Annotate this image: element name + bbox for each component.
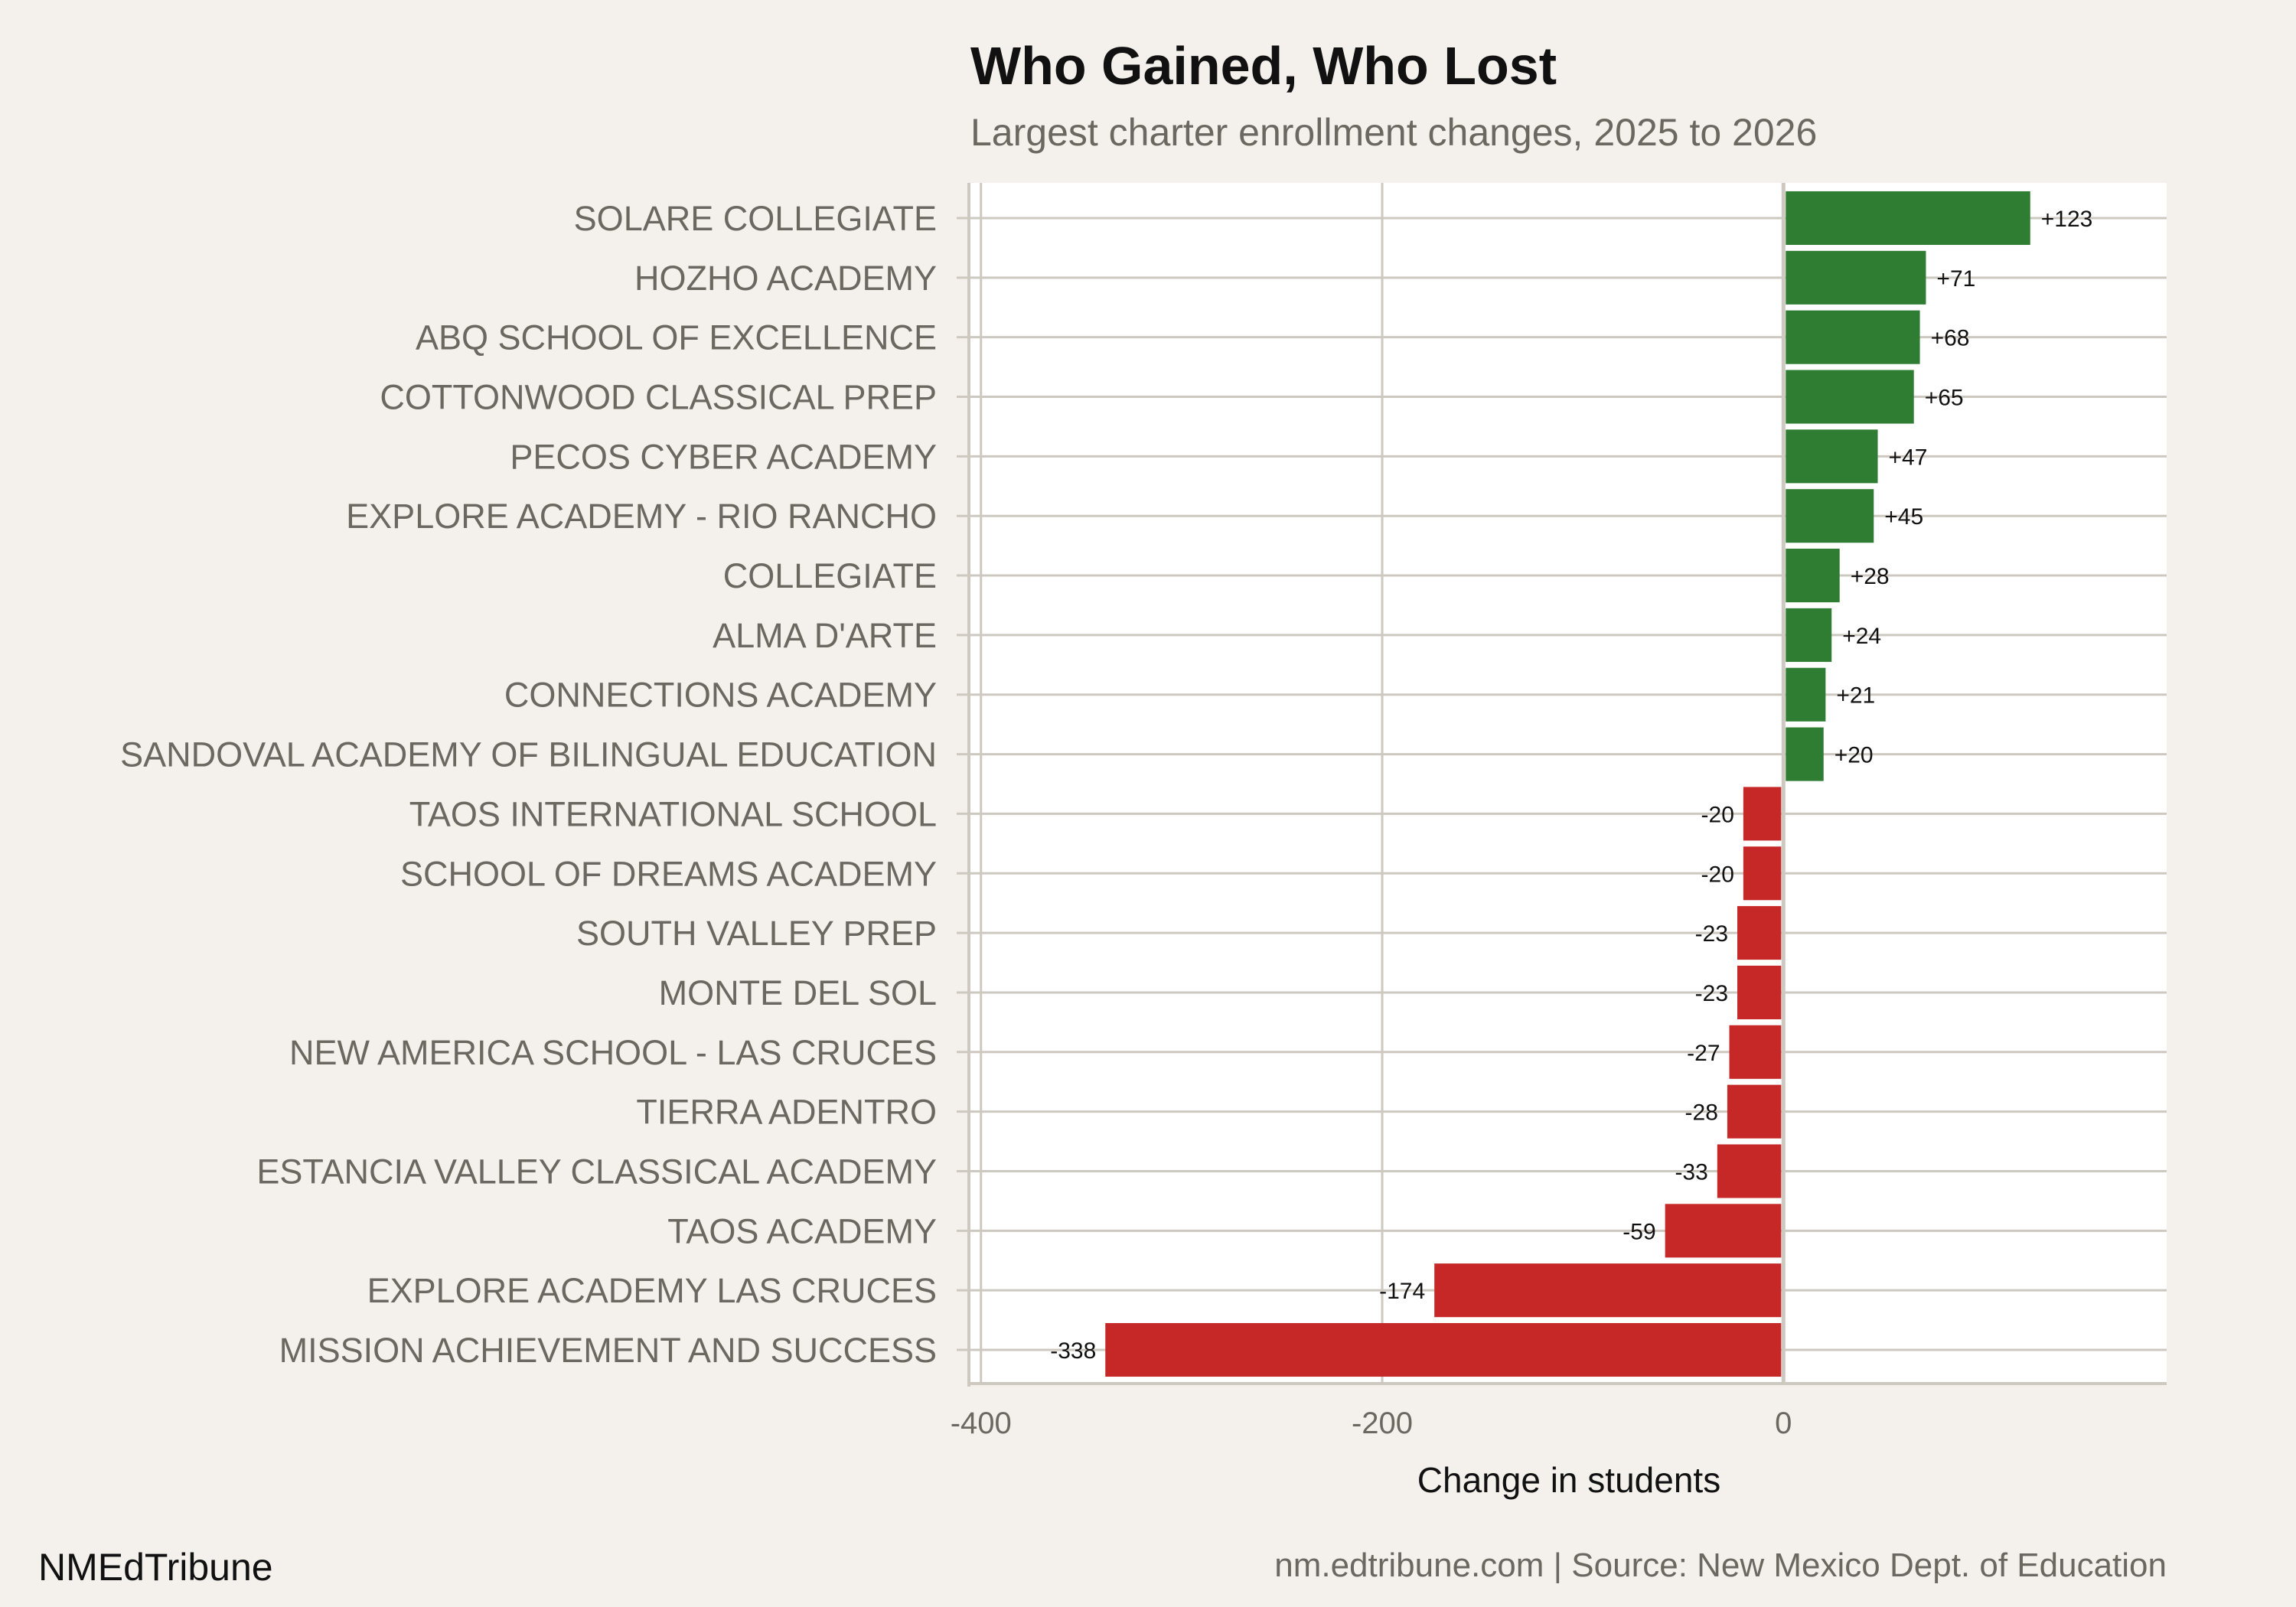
bar [1786,727,1824,781]
chart-subtitle: Largest charter enrollment changes, 2025… [970,111,1817,154]
category-label: ESTANCIA VALLEY CLASSICAL ACADEMY [256,1152,937,1191]
plot-panel [969,183,2167,1384]
chart-title: Who Gained, Who Lost [970,36,1557,96]
category-label: COLLEGIATE [723,556,937,595]
bar [1665,1204,1782,1258]
x-axis-label: Change in students [1417,1460,1720,1500]
bar [1434,1263,1782,1318]
category-label: EXPLORE ACADEMY - RIO RANCHO [346,497,937,536]
x-tick-labels: -400 -200 0 [951,1407,1792,1440]
category-label: EXPLORE ACADEMY LAS CRUCES [367,1271,937,1310]
category-label: PECOS CYBER ACADEMY [510,437,937,476]
bar-value-label: +65 [1925,386,1964,411]
bar-value-label: +123 [2041,207,2093,232]
bar-value-label: +45 [1884,504,1923,530]
bar [1786,549,1840,603]
category-label: SANDOVAL ACADEMY OF BILINGUAL EDUCATION [120,735,937,774]
bar [1786,489,1874,543]
x-tick-label: 0 [1775,1407,1792,1440]
bar [1786,667,1826,722]
category-label: SOUTH VALLEY PREP [576,914,937,953]
bar-value-label: +21 [1836,683,1875,709]
bar-value-label: -28 [1685,1100,1718,1126]
bar-value-label: -27 [1687,1041,1720,1066]
bar [1717,1144,1782,1198]
bar [1729,1025,1782,1079]
bars: +123 +71 +68 +65 +47 +45 +28 +24 +21 +20 -20 -20 -23… [1050,191,2092,1377]
bar-value-label: -20 [1701,802,1734,827]
category-label: ABQ SCHOOL OF EXCELLENCE [416,318,937,357]
bar-value-label: +24 [1842,624,1881,649]
category-label: MISSION ACHIEVEMENT AND SUCCESS [279,1331,937,1370]
category-labels: SOLARE COLLEGIATE HOZHO ACADEMY ABQ SCHOOL… [120,199,937,1370]
brand-logo-text: NMEdTribune [38,1546,273,1589]
bar [1786,250,1926,305]
category-label: COTTONWOOD CLASSICAL PREP [380,378,937,417]
bar-value-label: -20 [1701,862,1734,887]
bar-value-label: +71 [1936,266,1975,292]
bar-value-label: -59 [1623,1219,1655,1244]
bar [1743,846,1782,901]
bar-value-label: -23 [1695,921,1728,947]
x-tick-label: -400 [951,1407,1012,1440]
bar-value-label: +28 [1851,564,1890,589]
bar [1737,906,1782,960]
category-label: MONTE DEL SOL [659,973,937,1012]
source-note: nm.edtribune.com | Source: New Mexico De… [1274,1547,2167,1584]
bar [1727,1084,1782,1139]
bar [1786,608,1832,662]
category-label: TAOS INTERNATIONAL SCHOOL [409,794,937,833]
bar-value-label: -33 [1675,1159,1707,1185]
category-label: HOZHO ACADEMY [634,259,937,298]
bar-value-label: -174 [1379,1279,1425,1304]
bar [1743,787,1782,841]
x-tick-label: -200 [1352,1407,1413,1440]
bar [1786,191,2030,246]
bar [1786,429,1878,484]
bar-value-label: +47 [1889,445,1928,470]
bar [1786,370,1914,424]
category-label: ALMA D'ARTE [713,616,937,655]
bar [1737,965,1782,1019]
bar [1105,1322,1782,1377]
bar-value-label: -338 [1050,1338,1096,1364]
bar-value-label: +68 [1931,326,1970,351]
bar-value-label: -23 [1695,981,1728,1006]
category-label: CONNECTIONS ACADEMY [504,676,937,715]
category-label: SCHOOL OF DREAMS ACADEMY [400,854,937,893]
bar-value-label: +20 [1835,743,1874,768]
category-label: TAOS ACADEMY [667,1211,937,1250]
category-label: TIERRA ADENTRO [636,1093,937,1132]
category-label: NEW AMERICA SCHOOL - LAS CRUCES [289,1033,937,1072]
category-label: SOLARE COLLEGIATE [574,199,937,238]
bar [1786,310,1920,364]
